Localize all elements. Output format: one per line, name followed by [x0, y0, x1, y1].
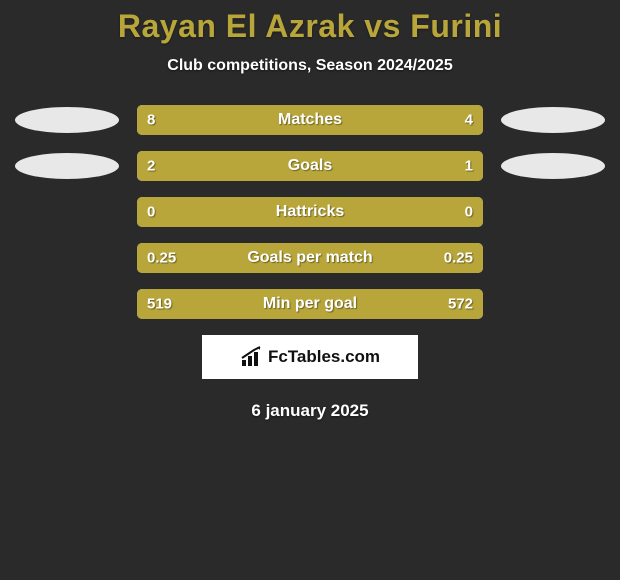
- ball-placeholder: [15, 245, 119, 271]
- ball-placeholder: [15, 199, 119, 225]
- stat-label: Min per goal: [263, 295, 357, 313]
- stat-row: 0 0 Hattricks: [0, 197, 620, 227]
- stat-value-right: 1: [465, 158, 473, 175]
- stat-row: 519 572 Min per goal: [0, 289, 620, 319]
- ball-placeholder: [501, 291, 605, 317]
- stat-row: 0.25 0.25 Goals per match: [0, 243, 620, 273]
- stat-row: 8 4 Matches: [0, 105, 620, 135]
- subtitle: Club competitions, Season 2024/2025: [0, 57, 620, 75]
- stat-value-left: 2: [147, 158, 155, 175]
- player-ball-left: [15, 153, 119, 179]
- stat-bar: 0.25 0.25 Goals per match: [137, 243, 483, 273]
- ball-placeholder: [501, 245, 605, 271]
- date-label: 6 january 2025: [0, 401, 620, 421]
- page-title: Rayan El Azrak vs Furini: [0, 8, 620, 45]
- logo-text: FcTables.com: [268, 347, 380, 367]
- stat-label: Goals per match: [247, 249, 372, 267]
- player-ball-right: [501, 107, 605, 133]
- stat-value-right: 0: [465, 204, 473, 221]
- ball-placeholder: [501, 199, 605, 225]
- stat-bar: 519 572 Min per goal: [137, 289, 483, 319]
- source-logo: FcTables.com: [202, 335, 418, 379]
- stat-value-left: 519: [147, 296, 172, 313]
- stat-value-right: 4: [465, 112, 473, 129]
- stat-bar: 0 0 Hattricks: [137, 197, 483, 227]
- stat-value-left: 0.25: [147, 250, 176, 267]
- chart-icon: [240, 346, 264, 368]
- stat-bar: 8 4 Matches: [137, 105, 483, 135]
- stat-label: Hattricks: [276, 203, 344, 221]
- stat-bar: 2 1 Goals: [137, 151, 483, 181]
- ball-placeholder: [15, 291, 119, 317]
- player-ball-right: [501, 153, 605, 179]
- stat-row: 2 1 Goals: [0, 151, 620, 181]
- stat-value-right: 0.25: [444, 250, 473, 267]
- stat-label: Matches: [278, 111, 342, 129]
- stats-area: 8 4 Matches 2 1 Goals 0 0 Hattricks 0.25 0.25 Goals…: [0, 105, 620, 319]
- stat-label: Goals: [288, 157, 332, 175]
- stat-value-right: 572: [448, 296, 473, 313]
- stat-value-left: 0: [147, 204, 155, 221]
- player-ball-left: [15, 107, 119, 133]
- bar-segment-left: [137, 151, 368, 181]
- comparison-panel: Rayan El Azrak vs Furini Club competitio…: [0, 0, 620, 421]
- stat-value-left: 8: [147, 112, 155, 129]
